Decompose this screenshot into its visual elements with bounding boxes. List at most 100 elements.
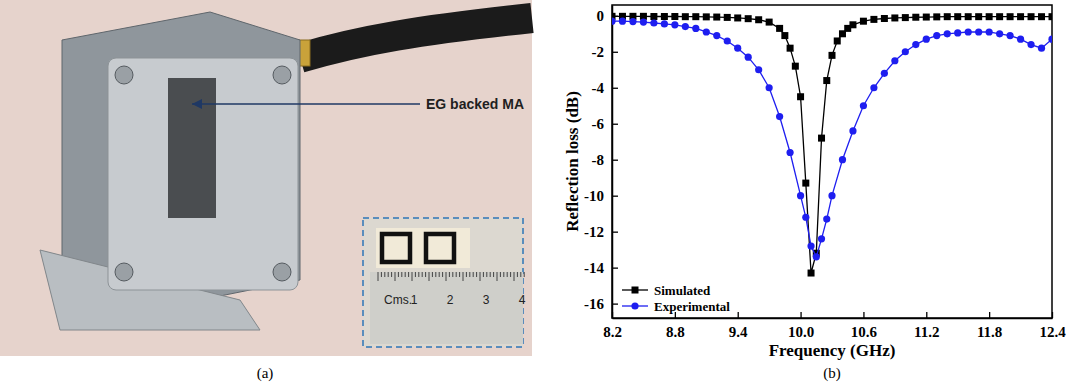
plot-frame — [612, 5, 1052, 318]
data-point — [1048, 36, 1052, 43]
data-point — [776, 113, 783, 120]
inset — [363, 218, 523, 347]
data-point — [792, 63, 799, 70]
photo-background — [0, 0, 532, 356]
ruler-tick — [408, 272, 409, 277]
ruler-tick — [442, 272, 443, 277]
data-point — [776, 25, 783, 32]
ruler-tick — [388, 272, 389, 277]
ruler-tick — [459, 272, 460, 277]
data-point — [933, 13, 940, 20]
ruler-tick — [473, 272, 474, 277]
x-tick-mark — [863, 312, 864, 318]
ruler-tick — [507, 272, 508, 277]
y-tick: -6 — [592, 116, 619, 132]
ruler-tick — [439, 272, 440, 277]
data-point — [996, 30, 1003, 37]
data-point — [713, 32, 720, 39]
data-point — [813, 253, 820, 260]
ruler-tick — [412, 272, 413, 281]
y-tick-mark — [612, 232, 618, 233]
data-point — [834, 37, 841, 44]
ruler-number: 1 — [411, 293, 418, 307]
y-tick: -4 — [592, 80, 619, 96]
data-point — [1006, 32, 1013, 39]
screw — [273, 263, 291, 281]
x-axis: 8.28.89.410.010.611.211.812.4 — [603, 312, 1066, 340]
ruler-tick — [514, 272, 515, 281]
data-point — [1027, 41, 1034, 48]
data-point — [724, 14, 731, 21]
y-tick: -8 — [592, 152, 619, 168]
screw — [115, 263, 133, 281]
data-point — [965, 13, 972, 20]
data-point — [1017, 13, 1024, 20]
legend-label: Simulated — [654, 283, 711, 298]
data-point — [766, 84, 773, 91]
data-point — [713, 14, 720, 21]
data-point — [923, 36, 930, 43]
data-point — [650, 13, 657, 20]
legend-marker — [632, 287, 639, 294]
ruler-tick — [497, 272, 498, 281]
data-point — [829, 52, 836, 59]
ruler-tick — [456, 272, 457, 277]
data-point — [870, 84, 877, 91]
data-point — [692, 25, 699, 32]
ruler-tick — [446, 272, 447, 281]
y-tick-label: -10 — [584, 188, 604, 204]
ruler-tick — [418, 272, 419, 277]
substrate — [376, 228, 470, 268]
y-axis: 0-2-4-6-8-10-12-14-16 — [584, 6, 618, 319]
ruler-tick — [422, 272, 423, 277]
y-tick-label: -6 — [592, 116, 605, 132]
y-tick: -2 — [592, 44, 619, 60]
data-point — [745, 15, 752, 22]
ruler — [370, 272, 523, 344]
x-tick-label: 8.2 — [603, 324, 622, 340]
cable — [300, 18, 532, 58]
y-tick: 0 — [597, 8, 619, 24]
ruler-tick — [517, 272, 518, 277]
data-point — [1049, 13, 1053, 20]
ruler-tick — [483, 272, 484, 277]
ruler-tick — [520, 272, 521, 277]
data-point — [902, 48, 909, 55]
data-point — [612, 18, 616, 25]
x-tick-label: 10.0 — [788, 324, 814, 340]
data-point — [734, 14, 741, 21]
data-point — [849, 127, 856, 134]
y-tick-label: -14 — [584, 260, 604, 276]
data-point — [781, 32, 788, 39]
x-tick-label: 10.6 — [851, 324, 878, 340]
ruler-number: 3 — [483, 293, 490, 307]
ruler-tick — [510, 272, 511, 277]
ruler-tick — [381, 272, 382, 277]
ruler-tick — [449, 272, 450, 277]
x-axis-title: Frequency (GHz) — [769, 341, 896, 360]
data-point — [797, 93, 804, 100]
data-point — [923, 14, 930, 21]
x-tick-label: 8.8 — [666, 324, 685, 340]
y-tick-label: 0 — [597, 8, 605, 24]
data-point — [734, 45, 741, 52]
data-point — [1038, 13, 1045, 20]
photo-panel: EG backed MACms.1234 — [0, 0, 532, 356]
x-tick-label: 11.8 — [977, 324, 1002, 340]
data-point — [818, 135, 825, 142]
data-point — [860, 102, 867, 109]
x-tick-label: 11.2 — [914, 324, 939, 340]
data-point — [1017, 36, 1024, 43]
data-point — [933, 32, 940, 39]
screw — [115, 66, 133, 84]
data-point — [661, 20, 668, 27]
data-point — [944, 13, 951, 20]
ruler-tick — [405, 272, 406, 277]
ruler-tick — [378, 272, 379, 281]
data-point — [682, 23, 689, 30]
data-point — [808, 270, 815, 277]
ruler-tick — [493, 272, 494, 277]
x-tick: 9.4 — [729, 312, 748, 340]
ruler-tick — [432, 272, 433, 277]
data-point — [671, 21, 678, 28]
